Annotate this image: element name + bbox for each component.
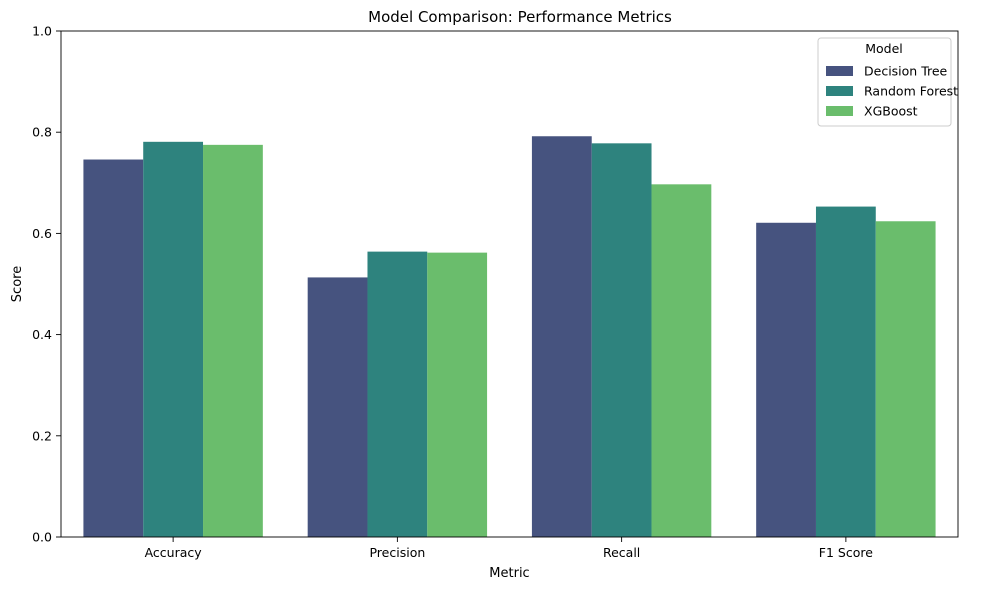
y-tick-label: 0.6 xyxy=(32,226,52,241)
y-tick-label: 0.0 xyxy=(32,530,52,545)
legend-swatch xyxy=(826,86,853,96)
bar-xgboost-accuracy xyxy=(203,144,263,537)
bar-random-forest-accuracy xyxy=(143,141,204,537)
legend: Model Decision Tree Random Forest XGBoost xyxy=(817,37,958,127)
y-axis-label: Score xyxy=(10,266,25,302)
x-tick-label: Precision xyxy=(369,545,425,560)
legend-label: Decision Tree xyxy=(864,64,948,79)
bar-random-forest-recall xyxy=(591,143,652,537)
y-tick-label: 1.0 xyxy=(32,24,52,39)
bar-decision-tree-f1-score xyxy=(756,222,816,537)
chart-title: Model Comparison: Performance Metrics xyxy=(368,8,672,26)
legend-swatch xyxy=(826,106,853,116)
bar-decision-tree-accuracy xyxy=(83,159,144,537)
legend-title: Model xyxy=(865,41,903,56)
bars-layer xyxy=(83,136,936,537)
plot-frame xyxy=(60,30,959,538)
bar-random-forest-f1-score xyxy=(815,206,876,537)
bar-xgboost-f1-score xyxy=(875,221,936,537)
legend-label: XGBoost xyxy=(864,104,918,119)
y-tick-label: 0.2 xyxy=(32,428,52,443)
bar-random-forest-precision xyxy=(367,251,428,537)
legend-swatch xyxy=(826,66,853,76)
x-axis: Accuracy Precision Recall F1 Score xyxy=(145,537,873,560)
y-axis: 0.0 0.2 0.4 0.6 0.8 1.0 xyxy=(32,24,61,545)
x-tick-label: Accuracy xyxy=(145,545,203,560)
bar-xgboost-recall xyxy=(651,184,712,537)
bar-xgboost-precision xyxy=(427,252,488,537)
legend-frame xyxy=(817,37,952,127)
x-tick-label: F1 Score xyxy=(819,545,873,560)
x-tick-label: Recall xyxy=(603,545,640,560)
bar-decision-tree-recall xyxy=(531,136,592,537)
x-axis-label: Metric xyxy=(489,566,529,581)
bar-decision-tree-precision xyxy=(307,277,368,537)
y-tick-label: 0.4 xyxy=(32,327,52,342)
y-tick-label: 0.8 xyxy=(32,125,52,140)
legend-label: Random Forest xyxy=(864,84,958,99)
legend-items: Decision Tree Random Forest XGBoost xyxy=(826,64,958,119)
